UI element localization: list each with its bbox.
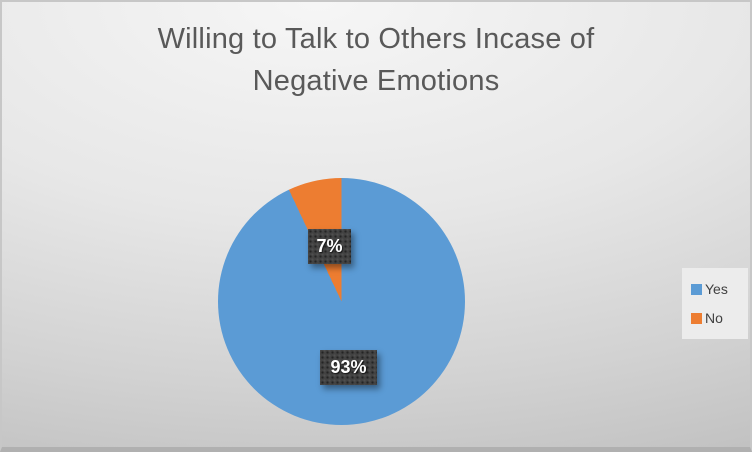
legend-color-swatch-no [691, 312, 702, 324]
legend-label-no: No [705, 310, 723, 326]
chart-title-line-1: Willing to Talk to Others Incase of [157, 23, 595, 55]
legend-item-no: No [691, 310, 748, 326]
legend-item-yes: Yes [691, 281, 748, 297]
legend-label-yes: Yes [705, 281, 728, 297]
legend: Yes No [682, 268, 748, 339]
legend-color-swatch-yes [691, 283, 702, 295]
data-label-no: 7% [308, 229, 351, 264]
chart-title: Willing to Talk to Others Incase of Nega… [2, 18, 750, 102]
chart-title-line-2: Negative Emotions [252, 65, 500, 97]
data-label-yes: 93% [320, 350, 377, 385]
pie [218, 178, 465, 425]
